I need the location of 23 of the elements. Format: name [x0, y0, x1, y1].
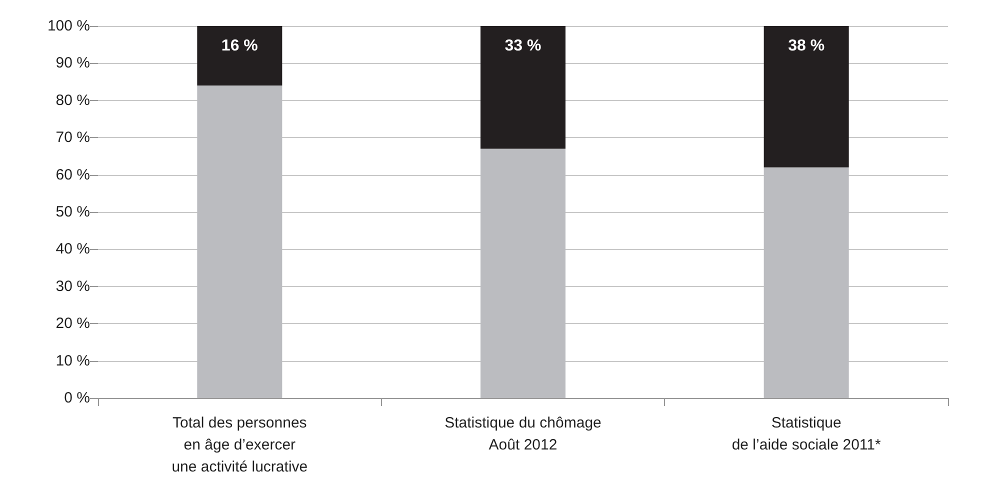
x-tick-label: Statistique du chômage Août 2012	[444, 414, 602, 454]
y-tick-label: 40 %	[56, 240, 90, 258]
bar	[197, 26, 282, 86]
y-tick-label: 50 %	[56, 204, 90, 220]
y-tick-label: 10 %	[56, 352, 90, 370]
y-tick-label: 70 %	[56, 129, 90, 146]
y-tick-label: 100 %	[47, 18, 90, 34]
bar	[480, 148, 566, 398]
data-label: 16 %	[221, 38, 258, 54]
y-tick-label: 30 %	[56, 278, 90, 295]
x-tick-label: Total des personnes en âge d’exercer une activité lucrative	[172, 414, 308, 476]
bar	[197, 86, 282, 398]
y-tick-label: 0 %	[64, 390, 90, 406]
y-tick-label: 60 %	[56, 166, 90, 184]
bar	[480, 26, 566, 149]
bar	[764, 167, 849, 398]
y-tick-label: 20 %	[56, 315, 90, 332]
y-tick-label: 80 %	[56, 92, 90, 109]
data-label: 33 %	[504, 38, 542, 54]
y-tick-label: 90 %	[56, 54, 90, 72]
x-tick-label: Statistique de l’aide sociale 2011*	[732, 414, 881, 454]
data-label: 38 %	[788, 38, 825, 54]
bar	[764, 26, 849, 168]
